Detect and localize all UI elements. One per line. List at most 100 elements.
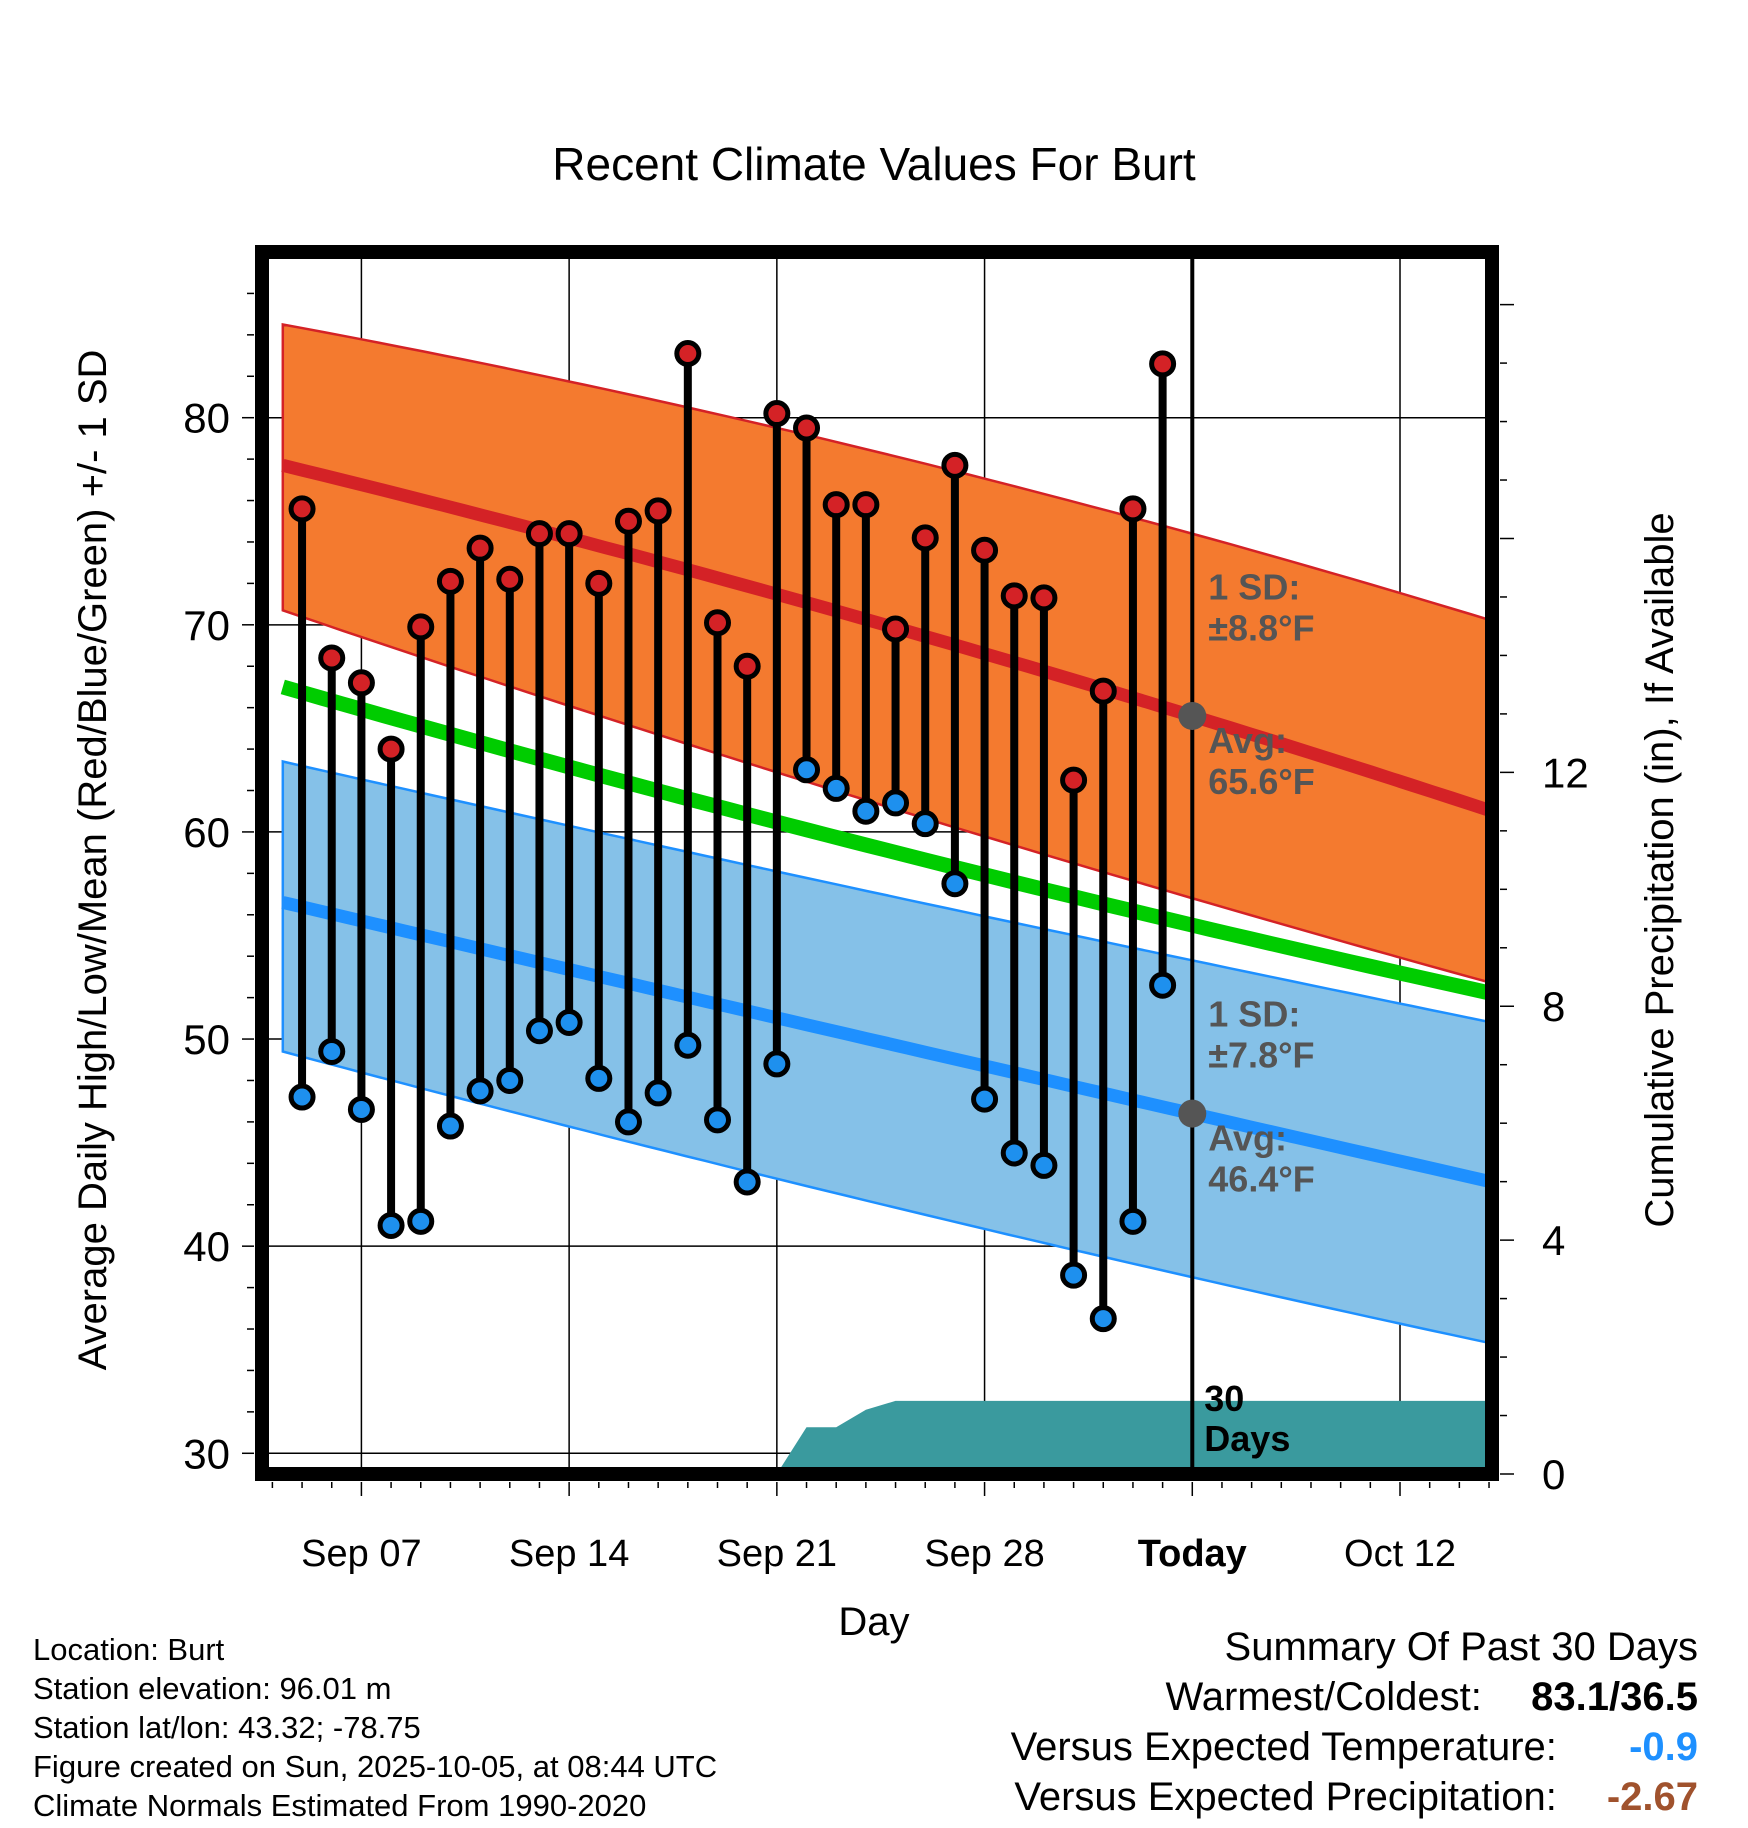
low-point xyxy=(971,1085,999,1113)
high-point xyxy=(704,609,732,637)
low-point xyxy=(288,1083,316,1111)
low-point xyxy=(763,1050,791,1078)
x-tick-label: Sep 28 xyxy=(924,1533,1044,1575)
today-high-normal-marker xyxy=(1178,701,1207,730)
high-point xyxy=(466,534,494,562)
summary-precip-row: Versus Expected Precipitation: -2.67 xyxy=(1011,1772,1698,1822)
elevation-text: Station elevation: 96.01 m xyxy=(33,1671,392,1706)
low-point xyxy=(318,1037,346,1065)
y2-tick-label: 8 xyxy=(1542,983,1565,1030)
plot-frame xyxy=(255,245,1499,1481)
low-point xyxy=(1060,1261,1088,1289)
high-point xyxy=(1149,350,1177,378)
high-point xyxy=(763,400,791,428)
low-point xyxy=(704,1106,732,1134)
low-sd-band xyxy=(281,759,1492,1345)
x-tick-label: Oct 12 xyxy=(1344,1533,1456,1575)
created-text: Figure created on Sun, 2025-10-05, at 08… xyxy=(33,1749,718,1784)
summary-title: Summary Of Past 30 Days xyxy=(1224,1625,1698,1669)
high-point xyxy=(793,414,821,442)
low-point xyxy=(822,774,850,802)
warmest-label: Warmest/Coldest: xyxy=(1165,1675,1482,1719)
summary-panel: Summary Of Past 30 Days Warmest/Coldest:… xyxy=(1011,1622,1698,1822)
high-point xyxy=(882,615,910,643)
low-point xyxy=(1030,1151,1058,1179)
days-window-label: Days xyxy=(1204,1418,1290,1459)
high-point xyxy=(347,669,375,697)
high-point xyxy=(1089,677,1117,705)
x-tick-label: Today xyxy=(1138,1533,1247,1575)
y-axis-label: Average Daily High/Low/Mean (Red/Blue/Gr… xyxy=(71,350,115,1371)
y2-axis-label: Cumulative Precipitation (in), If Availa… xyxy=(1638,512,1682,1227)
low-point xyxy=(1000,1139,1028,1167)
y-tick-label: 30 xyxy=(183,1430,230,1477)
summary-warmest-row: Warmest/Coldest: 83.1/36.5 xyxy=(1011,1672,1699,1722)
low-point xyxy=(793,756,821,784)
low-point xyxy=(674,1031,702,1059)
y-tick-label: 80 xyxy=(183,395,230,442)
high-point xyxy=(525,520,553,548)
high-point xyxy=(1000,582,1028,610)
high-point xyxy=(318,644,346,672)
low-avg-value: 46.4°F xyxy=(1208,1159,1314,1200)
location-text: Location: Burt xyxy=(33,1632,225,1667)
high-point xyxy=(614,507,642,535)
y-tick-label: 50 xyxy=(183,1016,230,1063)
today-low-normal-marker xyxy=(1178,1099,1207,1128)
high-sd-value: ±8.8°F xyxy=(1208,608,1314,649)
latlon-text: Station lat/lon: 43.32; -78.75 xyxy=(33,1710,421,1745)
y-tick-label: 60 xyxy=(183,809,230,856)
x-tick-label: Sep 14 xyxy=(509,1533,629,1575)
high-point xyxy=(555,520,583,548)
high-point xyxy=(674,339,702,367)
low-normal-line xyxy=(281,896,1492,1189)
precip-label: Versus Expected Precipitation: xyxy=(1014,1775,1557,1819)
low-avg-label: Avg: xyxy=(1208,1118,1287,1159)
low-sd-label: 1 SD: xyxy=(1208,993,1300,1034)
days-window-label: 30 xyxy=(1204,1378,1244,1419)
low-point xyxy=(585,1064,613,1092)
precipitation-area xyxy=(776,1400,1492,1474)
low-point xyxy=(733,1168,761,1196)
low-point xyxy=(555,1008,583,1036)
y2-tick-label: 12 xyxy=(1542,749,1589,796)
chart-title: Recent Climate Values For Burt xyxy=(552,138,1196,190)
y2-tick-label: 0 xyxy=(1542,1451,1565,1498)
temp-label: Versus Expected Temperature: xyxy=(1010,1725,1557,1769)
high-avg-value: 65.6°F xyxy=(1208,761,1314,802)
y2-tick-label: 4 xyxy=(1542,1217,1565,1264)
high-point xyxy=(1030,584,1058,612)
temp-value: -0.9 xyxy=(1629,1725,1698,1769)
high-point xyxy=(911,524,939,552)
x-tick-label: Sep 07 xyxy=(301,1533,421,1575)
normals-text: Climate Normals Estimated From 1990-2020 xyxy=(33,1788,647,1823)
low-point xyxy=(1119,1207,1147,1235)
precip-value: -2.67 xyxy=(1606,1775,1698,1819)
low-point xyxy=(1089,1305,1117,1333)
high-point xyxy=(407,613,435,641)
high-avg-label: Avg: xyxy=(1208,720,1287,761)
summary-temp-row: Versus Expected Temperature: -0.9 xyxy=(1011,1722,1698,1772)
low-point xyxy=(1149,971,1177,999)
low-point xyxy=(852,797,880,825)
high-point xyxy=(585,569,613,597)
high-point xyxy=(1060,766,1088,794)
low-point xyxy=(941,870,969,898)
high-sd-band xyxy=(281,322,1492,985)
high-point xyxy=(971,536,999,564)
high-point xyxy=(1119,495,1147,523)
high-point xyxy=(941,451,969,479)
low-point xyxy=(644,1079,672,1107)
high-sd-label: 1 SD: xyxy=(1208,567,1300,608)
high-point xyxy=(496,565,524,593)
mean-normal-line xyxy=(280,679,1492,1001)
high-point xyxy=(377,735,405,763)
low-point xyxy=(407,1207,435,1235)
low-point xyxy=(436,1112,464,1140)
low-point xyxy=(614,1108,642,1136)
low-point xyxy=(496,1066,524,1094)
warmest-value: 83.1/36.5 xyxy=(1531,1675,1698,1719)
low-sd-value: ±7.8°F xyxy=(1208,1034,1314,1075)
low-point xyxy=(466,1077,494,1105)
